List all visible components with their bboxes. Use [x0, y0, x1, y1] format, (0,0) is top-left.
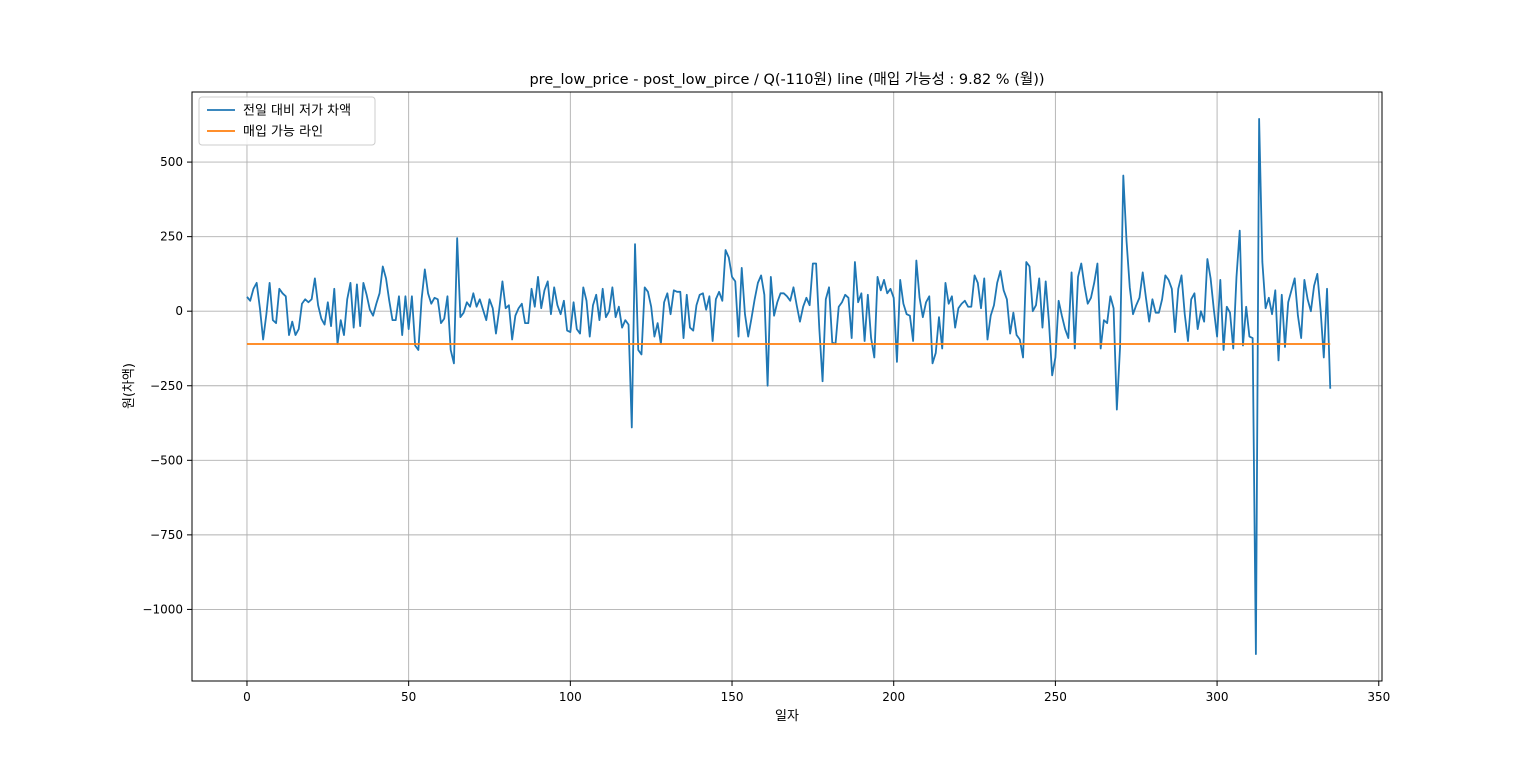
x-tick-label: 250 — [1044, 690, 1067, 704]
legend-box — [198, 96, 376, 146]
y-tick-label: −750 — [150, 528, 183, 542]
y-tick-label: 500 — [160, 155, 183, 169]
x-axis-label: 일자 — [775, 709, 799, 724]
x-tick-label: 300 — [1206, 690, 1229, 704]
x-tick-label: 0 — [243, 690, 251, 704]
y-tick-label: 250 — [160, 230, 183, 244]
x-tick-label: 150 — [721, 690, 744, 704]
series-line-0 — [246, 117, 1332, 656]
x-tick-label: 350 — [1367, 690, 1390, 704]
x-tick-label: 100 — [559, 690, 582, 704]
legend-label-0: 전일 대비 저가 차액 — [243, 104, 351, 119]
x-tick-label: 50 — [401, 690, 416, 704]
y-tick-label: 0 — [175, 304, 183, 318]
legend-label-1: 매입 가능 라인 — [243, 125, 323, 140]
series-group — [246, 117, 1332, 656]
plot-frame — [191, 91, 1383, 682]
y-tick-label: −1000 — [142, 602, 183, 616]
y-axis-label: 원(차액) — [122, 363, 137, 409]
ticks: 0 50 100 150 200 250 300 350 500 250 0 −250 −500 −750… — [142, 155, 1390, 704]
chart-title: pre_low_price - post_low_pirce / Q(-110원… — [529, 71, 1044, 88]
y-tick-label: −250 — [150, 379, 183, 393]
x-tick-label: 200 — [882, 690, 905, 704]
y-tick-label: −500 — [150, 453, 183, 467]
